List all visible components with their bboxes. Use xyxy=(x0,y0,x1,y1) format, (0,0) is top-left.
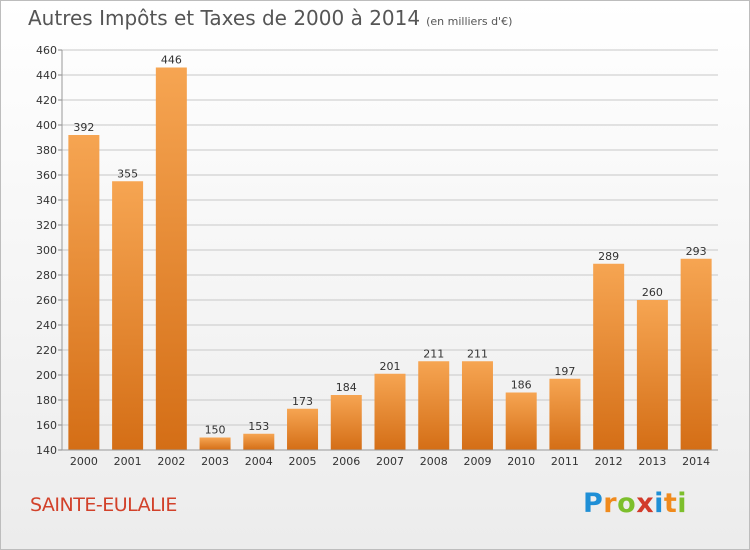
x-tick-label: 2002 xyxy=(157,455,185,468)
y-tick-label: 440 xyxy=(36,69,57,82)
x-tick-label: 2004 xyxy=(245,455,273,468)
bar-2011 xyxy=(549,378,581,450)
logo-letter: t xyxy=(663,488,678,519)
chart-subtitle: (en milliers d'€) xyxy=(426,15,513,28)
x-tick-label: 2008 xyxy=(420,455,448,468)
bar-2008 xyxy=(418,361,450,450)
logo-letter: i xyxy=(654,488,664,519)
data-label-2009: 211 xyxy=(467,347,488,360)
bar-2006 xyxy=(330,395,362,450)
y-tick-label: 140 xyxy=(36,444,57,457)
bars xyxy=(68,67,712,450)
x-tick-label: 2005 xyxy=(289,455,317,468)
data-label-2001: 355 xyxy=(117,167,138,180)
data-label-2002: 446 xyxy=(161,54,182,67)
proxiti-logo[interactable]: Proxiti xyxy=(583,488,687,519)
y-tick-label: 280 xyxy=(36,269,57,282)
y-tick-label: 240 xyxy=(36,319,57,332)
x-tick-label: 2000 xyxy=(70,455,98,468)
data-label-2010: 186 xyxy=(511,379,532,392)
y-tick-label: 460 xyxy=(36,44,57,57)
title-text: Autres Impôts et Taxes de 2000 à 2014 xyxy=(28,6,421,30)
logo-letter: o xyxy=(617,488,637,519)
x-tick-label: 2012 xyxy=(595,455,623,468)
bar-2013 xyxy=(636,300,668,450)
y-tick-label: 320 xyxy=(36,219,57,232)
y-tick-label: 380 xyxy=(36,144,57,157)
bar-2000 xyxy=(68,135,100,450)
data-label-2013: 260 xyxy=(642,286,663,299)
logo-letter: x xyxy=(636,488,655,519)
y-tick-label: 260 xyxy=(36,294,57,307)
y-tick-label: 420 xyxy=(36,94,57,107)
x-tick-label: 2010 xyxy=(507,455,535,468)
data-label-2005: 173 xyxy=(292,395,313,408)
x-tick-label: 2003 xyxy=(201,455,229,468)
bar-2009 xyxy=(461,361,493,450)
data-label-2012: 289 xyxy=(598,250,619,263)
chart-title: Autres Impôts et Taxes de 2000 à 2014 (en… xyxy=(28,6,512,30)
bar-2007 xyxy=(374,373,406,450)
x-tick-label: 2013 xyxy=(638,455,666,468)
data-labels: 392 355 446 150 153 173 184 201 211 211 186 197 289 2… xyxy=(73,54,706,437)
y-axis: 140 160 180 200 220 240 260 280 300 320 340 360 380 4… xyxy=(36,44,63,457)
logo-letter: P xyxy=(583,488,604,519)
y-tick-label: 160 xyxy=(36,419,57,432)
bar-2002 xyxy=(155,67,187,450)
logo-letter: i xyxy=(677,488,688,519)
bar-2001 xyxy=(112,181,144,450)
data-label-2008: 211 xyxy=(423,347,444,360)
bar-2004 xyxy=(243,433,275,450)
y-tick-label: 360 xyxy=(36,169,57,182)
data-label-2000: 392 xyxy=(73,121,94,134)
bar-2003 xyxy=(199,437,231,450)
data-label-2004: 153 xyxy=(248,420,269,433)
data-label-2007: 201 xyxy=(380,360,401,373)
bar-2005 xyxy=(287,408,319,450)
bar-2010 xyxy=(505,392,537,450)
x-axis: 2000 2001 2002 2003 2004 2005 2006 2007 2008 2009… xyxy=(62,449,718,468)
y-tick-label: 400 xyxy=(36,119,57,132)
x-tick-label: 2007 xyxy=(376,455,404,468)
bar-2014 xyxy=(680,258,712,450)
data-label-2006: 184 xyxy=(336,381,357,394)
data-label-2011: 197 xyxy=(554,365,575,378)
bar-2012 xyxy=(593,263,625,450)
data-label-2014: 293 xyxy=(686,245,707,258)
data-label-2003: 150 xyxy=(205,424,226,437)
y-tick-label: 180 xyxy=(36,394,57,407)
x-tick-label: 2009 xyxy=(463,455,491,468)
x-tick-label: 2001 xyxy=(114,455,142,468)
x-tick-label: 2014 xyxy=(682,455,710,468)
y-tick-label: 220 xyxy=(36,344,57,357)
x-tick-label: 2006 xyxy=(332,455,360,468)
y-tick-label: 340 xyxy=(36,194,57,207)
x-tick-label: 2011 xyxy=(551,455,579,468)
logo-letter: r xyxy=(603,488,618,519)
y-tick-label: 200 xyxy=(36,369,57,382)
y-tick-label: 300 xyxy=(36,244,57,257)
place-name: SAINTE-EULALIE xyxy=(30,494,177,516)
